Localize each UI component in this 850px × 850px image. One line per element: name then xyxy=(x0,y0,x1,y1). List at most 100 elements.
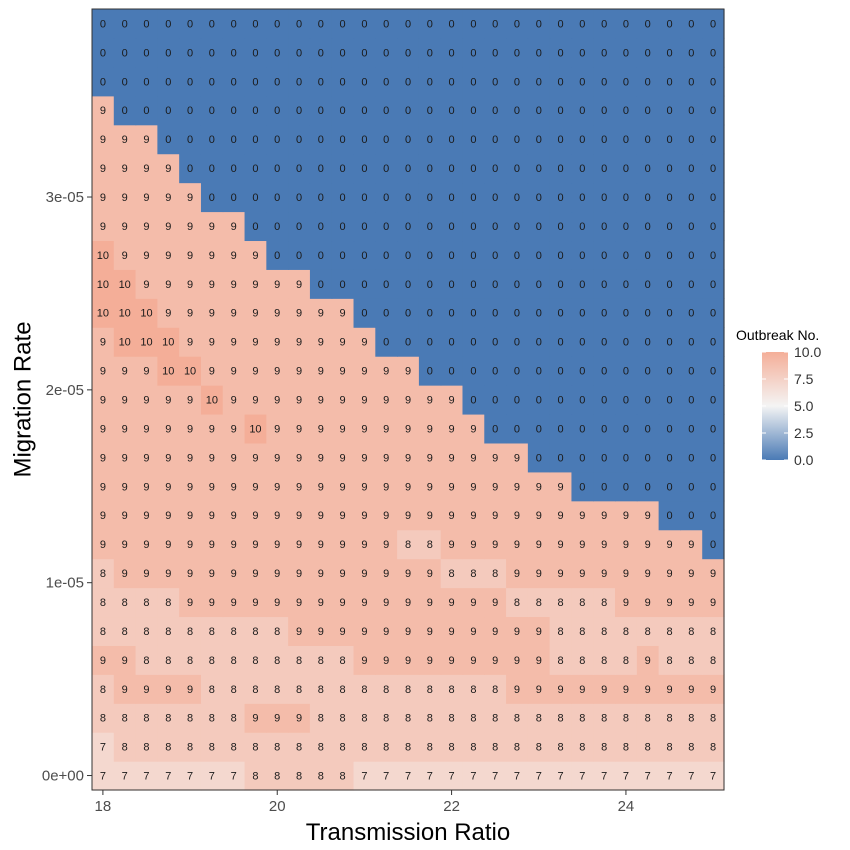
cell-value-label: 0 xyxy=(710,308,716,320)
cell-value-label: 0 xyxy=(666,221,672,233)
cell-value-label: 0 xyxy=(710,452,716,464)
heatmap-cell xyxy=(222,124,246,155)
cell-value-label: 0 xyxy=(579,279,585,291)
cell-value-label: 7 xyxy=(231,771,237,783)
heatmap-cell xyxy=(462,471,485,502)
cell-value-label: 0 xyxy=(427,279,433,291)
cell-value-label: 9 xyxy=(557,684,563,696)
heatmap-cell xyxy=(222,674,246,704)
cell-value-label: 0 xyxy=(688,163,694,175)
cell-value-label: 8 xyxy=(470,568,476,580)
heatmap-cell xyxy=(506,269,529,299)
cell-value-label: 9 xyxy=(274,510,280,522)
heatmap-cell xyxy=(397,66,420,97)
heatmap-cells xyxy=(92,9,725,791)
heatmap-cell xyxy=(135,500,158,531)
cell-value-label: 0 xyxy=(122,47,128,59)
heatmap-cell xyxy=(680,558,703,589)
heatmap-cell xyxy=(680,471,703,502)
cell-value-label: 0 xyxy=(688,337,694,349)
cell-value-label: 0 xyxy=(318,134,324,146)
cell-value-label: 9 xyxy=(601,568,607,580)
heatmap-cell xyxy=(375,9,398,39)
cell-value-label: 0 xyxy=(449,221,455,233)
heatmap-cell xyxy=(309,356,333,386)
heatmap-cell xyxy=(135,211,158,242)
heatmap-cell xyxy=(506,645,529,675)
x-axis: 18 20 22 24 xyxy=(95,790,634,815)
cell-value-label: 9 xyxy=(231,337,237,349)
cell-value-label: 0 xyxy=(405,18,411,30)
cell-value-label: 9 xyxy=(100,105,106,117)
cell-value-label: 9 xyxy=(449,423,455,435)
heatmap-cell xyxy=(702,211,725,242)
cell-value-label: 0 xyxy=(274,192,280,204)
heatmap-cell xyxy=(615,442,638,473)
heatmap-cell xyxy=(636,587,660,618)
cell-value-label: 0 xyxy=(383,192,389,204)
heatmap-cell xyxy=(636,95,660,126)
cell-value-label: 9 xyxy=(209,510,215,522)
heatmap-cell xyxy=(113,66,137,97)
heatmap-cell xyxy=(549,471,573,502)
cell-value-label: 8 xyxy=(143,713,149,725)
cell-value-label: 9 xyxy=(165,192,171,204)
cell-value-label: 0 xyxy=(557,279,563,291)
cell-value-label: 8 xyxy=(122,626,128,638)
cell-value-label: 9 xyxy=(318,510,324,522)
cell-value-label: 0 xyxy=(427,76,433,88)
cell-value-label: 0 xyxy=(296,192,302,204)
heatmap-cell xyxy=(222,442,246,473)
cell-value-label: 0 xyxy=(645,337,651,349)
cell-value-label: 0 xyxy=(470,250,476,262)
heatmap-cell xyxy=(397,442,420,473)
cell-value-label: 0 xyxy=(470,308,476,320)
cell-value-label: 0 xyxy=(688,47,694,59)
heatmap-cell xyxy=(179,558,202,589)
heatmap-cell xyxy=(375,413,398,444)
heatmap-cell xyxy=(353,674,376,704)
cell-value-label: 0 xyxy=(492,250,498,262)
heatmap-cell xyxy=(92,9,115,39)
cell-value-label: 9 xyxy=(514,452,520,464)
heatmap-cell xyxy=(309,529,333,560)
cell-value-label: 0 xyxy=(470,163,476,175)
cell-value-label: 9 xyxy=(252,510,258,522)
heatmap-cell xyxy=(113,732,137,762)
cell-value-label: 8 xyxy=(209,655,215,667)
cell-value-label: 0 xyxy=(405,250,411,262)
heatmap-cell xyxy=(636,674,660,704)
heatmap-cell xyxy=(331,413,355,444)
cell-value-label: 8 xyxy=(340,771,346,783)
cell-value-label: 0 xyxy=(318,76,324,88)
heatmap-cell xyxy=(179,529,202,560)
cell-value-label: 0 xyxy=(318,105,324,117)
cell-value-label: 9 xyxy=(318,597,324,609)
heatmap-cell xyxy=(527,327,551,357)
heatmap-cell xyxy=(92,153,115,184)
cell-value-label: 10 xyxy=(119,337,131,349)
heatmap-cell xyxy=(157,385,180,415)
heatmap-cell xyxy=(418,95,442,126)
heatmap-cell xyxy=(418,269,442,299)
heatmap-cell xyxy=(418,471,442,502)
cell-value-label: 0 xyxy=(710,105,716,117)
cell-value-label: 9 xyxy=(405,452,411,464)
heatmap-cell xyxy=(200,9,224,39)
cell-value-label: 9 xyxy=(143,452,149,464)
heatmap-cell xyxy=(200,153,224,184)
heatmap-cell xyxy=(331,240,355,270)
cell-value-label: 9 xyxy=(122,163,128,175)
heatmap-cell xyxy=(680,732,703,762)
cell-value-label: 8 xyxy=(318,771,324,783)
cell-value-label: 8 xyxy=(143,597,149,609)
heatmap-cell xyxy=(440,442,464,473)
cell-value-label: 9 xyxy=(122,395,128,407)
heatmap-cell xyxy=(658,269,682,299)
heatmap-cell xyxy=(92,37,115,68)
heatmap-cell xyxy=(309,761,333,791)
heatmap-cell xyxy=(484,124,507,155)
cell-value-label: 7 xyxy=(209,771,215,783)
heatmap-cell xyxy=(636,761,660,791)
cell-value-label: 9 xyxy=(536,568,542,580)
